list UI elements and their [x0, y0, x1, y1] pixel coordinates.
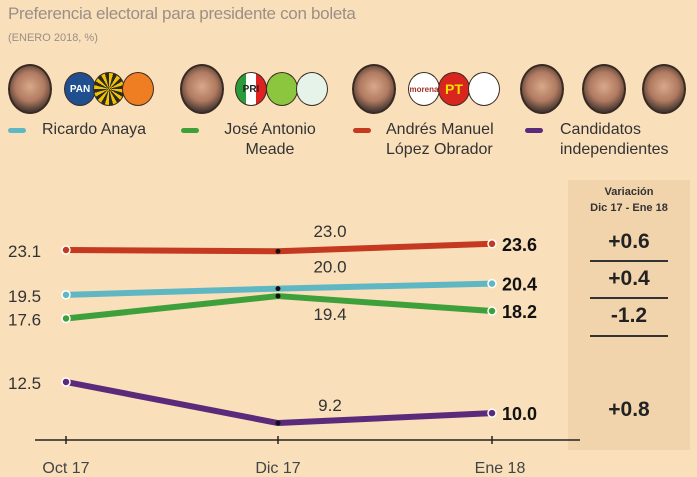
prd-logo [93, 72, 125, 106]
legend-meade: José Antonio Meade [224, 121, 316, 158]
series-line [63, 293, 495, 322]
x-tick-label: Ene 18 [475, 460, 526, 477]
data-label: 23.0 [313, 222, 346, 241]
data-label: 19.4 [313, 305, 346, 324]
data-point [487, 408, 497, 418]
data-label: 17.6 [8, 310, 41, 329]
data-point [61, 313, 71, 324]
variation-amlo: +0.6 [608, 230, 650, 253]
legend-independientes: Candidatos independientes [560, 121, 669, 158]
data-point [487, 239, 497, 249]
data-label: 23.1 [8, 242, 41, 261]
independent-photo-2 [582, 64, 626, 114]
legend-amlo: Andrés Manuel López Obrador [386, 121, 494, 158]
mc-logo [122, 72, 154, 106]
data-label: 18.2 [502, 302, 537, 322]
data-label: 19.5 [8, 287, 41, 306]
independent-photo-1 [520, 64, 564, 114]
data-point [487, 306, 497, 316]
data-label: 20.4 [502, 275, 537, 295]
data-point [61, 377, 71, 387]
variation-anaya: +0.4 [608, 267, 650, 290]
divider [590, 335, 668, 337]
independent-photo-3 [642, 64, 686, 114]
divider [590, 260, 668, 262]
data-label: 23.6 [502, 235, 537, 255]
divider [590, 297, 668, 299]
data-point [275, 420, 281, 426]
x-tick-label: Dic 17 [255, 460, 300, 477]
data-point [61, 245, 71, 255]
data-label: 12.5 [8, 374, 41, 393]
panal-logo [296, 72, 328, 106]
x-tick-label: Oct 17 [42, 460, 89, 477]
data-point [275, 293, 281, 299]
chart-subtitle: (ENERO 2018, %) [8, 32, 98, 44]
legend-swatch-anaya [8, 128, 26, 133]
data-label: 20.0 [313, 258, 346, 277]
anaya-photo [8, 64, 52, 114]
legend-swatch-independientes [525, 128, 543, 133]
morena-logo: morena [408, 72, 440, 106]
pt-logo: PT [438, 72, 470, 106]
data-label: 9.2 [318, 396, 342, 415]
data-point [61, 290, 71, 300]
legend-swatch-meade [181, 128, 199, 133]
data-label: 10.0 [502, 404, 537, 424]
variation-period: Dic 17 - Ene 18 [590, 202, 668, 214]
data-point [275, 248, 281, 254]
legend-swatch-amlo [353, 128, 371, 133]
variation-header: Variación [604, 186, 654, 198]
series-line [63, 378, 495, 427]
chart-title: Preferencia electoral para presidente co… [8, 4, 356, 23]
data-point [275, 286, 281, 292]
variation-independientes: +0.8 [608, 398, 650, 421]
amlo-photo [352, 64, 396, 114]
legend-anaya: Ricardo Anaya [42, 121, 147, 138]
pes-logo [468, 72, 500, 106]
data-point [487, 278, 497, 289]
variation-panel: Variación Dic 17 - Ene 18 +0.6 +0.4 -1.2… [568, 180, 690, 450]
variation-meade: -1.2 [610, 304, 648, 327]
meade-photo [180, 64, 224, 114]
